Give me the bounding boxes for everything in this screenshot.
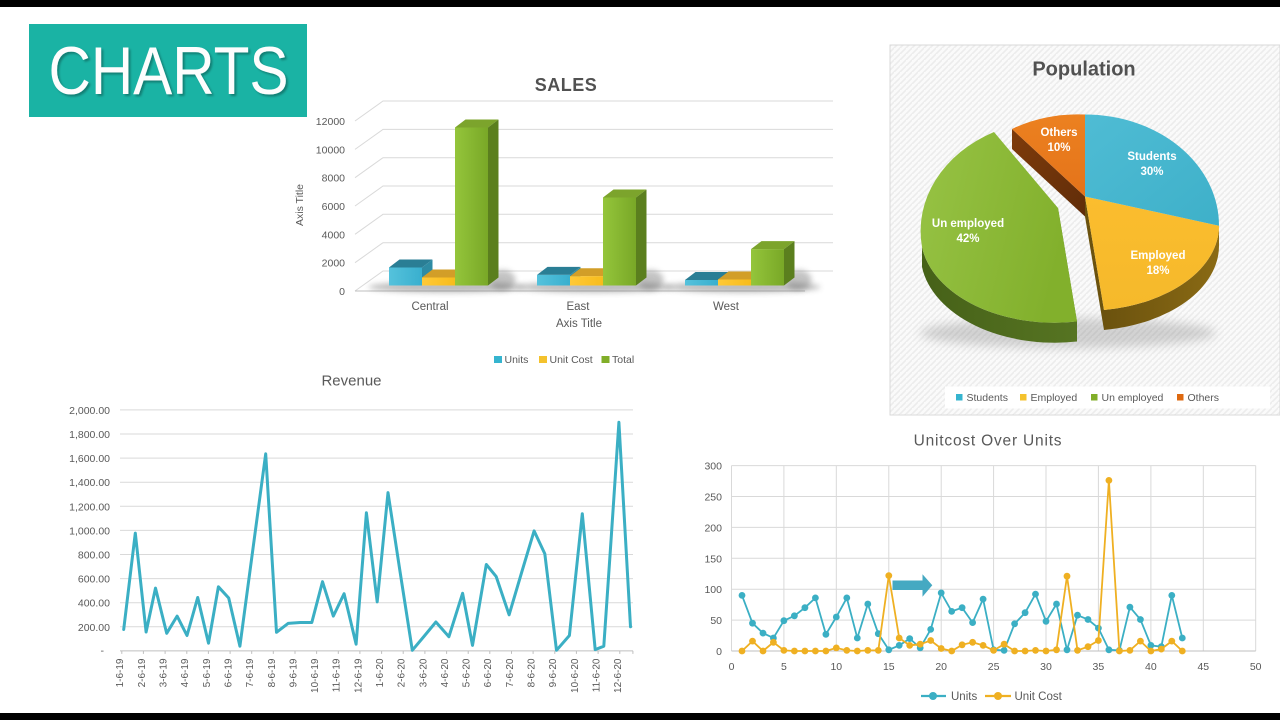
svg-text:Central: Central bbox=[411, 301, 448, 313]
svg-text:18%: 18% bbox=[1146, 265, 1169, 277]
svg-text:50: 50 bbox=[1250, 661, 1262, 673]
svg-text:600.00: 600.00 bbox=[78, 574, 110, 586]
svg-text:3-6-19: 3-6-19 bbox=[159, 658, 170, 687]
svg-text:1,400.00: 1,400.00 bbox=[69, 477, 110, 489]
svg-text:8-6-19: 8-6-19 bbox=[267, 658, 278, 687]
svg-text:Axis Title: Axis Title bbox=[294, 184, 306, 226]
svg-text:8000: 8000 bbox=[322, 173, 346, 185]
svg-text:1,000.00: 1,000.00 bbox=[69, 525, 110, 537]
svg-text:12000: 12000 bbox=[316, 116, 345, 128]
svg-text:1,200.00: 1,200.00 bbox=[69, 501, 110, 513]
svg-text:800.00: 800.00 bbox=[78, 550, 110, 562]
svg-text:11-6-20: 11-6-20 bbox=[592, 658, 603, 692]
svg-text:Others: Others bbox=[1188, 392, 1220, 404]
svg-text:150: 150 bbox=[704, 553, 722, 565]
svg-text:Students: Students bbox=[967, 392, 1008, 404]
svg-text:42%: 42% bbox=[956, 233, 979, 245]
svg-text:250: 250 bbox=[704, 492, 722, 504]
svg-text:35: 35 bbox=[1093, 661, 1105, 673]
svg-text:5: 5 bbox=[781, 661, 787, 673]
svg-text:15: 15 bbox=[883, 661, 895, 673]
svg-text:10-6-20: 10-6-20 bbox=[570, 658, 581, 693]
svg-text:30: 30 bbox=[1040, 661, 1052, 673]
svg-text:2,000.00: 2,000.00 bbox=[69, 405, 110, 417]
svg-text:12-6-19: 12-6-19 bbox=[353, 658, 364, 693]
svg-text:9-6-19: 9-6-19 bbox=[288, 658, 299, 687]
svg-text:4-6-20: 4-6-20 bbox=[440, 658, 451, 687]
svg-text:7-6-19: 7-6-19 bbox=[245, 658, 256, 687]
svg-text:11-6-19: 11-6-19 bbox=[332, 658, 343, 692]
svg-text:Un employed: Un employed bbox=[932, 218, 1004, 230]
svg-text:20: 20 bbox=[935, 661, 947, 673]
svg-text:Unitcost Over Units: Unitcost Over Units bbox=[914, 433, 1063, 450]
svg-text:6-6-19: 6-6-19 bbox=[223, 658, 234, 687]
svg-text:1,800.00: 1,800.00 bbox=[69, 429, 110, 441]
svg-text:2-6-19: 2-6-19 bbox=[137, 658, 148, 687]
svg-text:7-6-20: 7-6-20 bbox=[505, 658, 516, 687]
svg-text:2-6-20: 2-6-20 bbox=[397, 658, 408, 687]
svg-text:9-6-20: 9-6-20 bbox=[548, 658, 559, 687]
svg-text:Units: Units bbox=[505, 354, 529, 366]
svg-text:West: West bbox=[713, 301, 740, 313]
svg-text:Units: Units bbox=[951, 691, 977, 703]
svg-text:Employed: Employed bbox=[1131, 250, 1186, 262]
svg-text:2000: 2000 bbox=[322, 258, 346, 270]
svg-text:10-6-19: 10-6-19 bbox=[310, 658, 321, 693]
svg-text:200.00: 200.00 bbox=[78, 622, 110, 634]
svg-text:East: East bbox=[566, 301, 590, 313]
svg-text:0: 0 bbox=[716, 646, 722, 658]
svg-text:10%: 10% bbox=[1047, 142, 1070, 154]
svg-text:0: 0 bbox=[729, 661, 735, 673]
svg-text:200: 200 bbox=[704, 522, 722, 534]
svg-text:12-6-20: 12-6-20 bbox=[613, 658, 624, 693]
svg-text:Un employed: Un employed bbox=[1102, 392, 1164, 404]
svg-text:5-6-20: 5-6-20 bbox=[462, 658, 473, 687]
svg-text:Unit Cost: Unit Cost bbox=[550, 354, 593, 366]
svg-text:Axis Title: Axis Title bbox=[556, 318, 602, 330]
svg-text:3-6-20: 3-6-20 bbox=[418, 658, 429, 687]
svg-text:10: 10 bbox=[830, 661, 842, 673]
svg-text:25: 25 bbox=[988, 661, 1000, 673]
svg-text:100: 100 bbox=[704, 584, 722, 596]
svg-text:8-6-20: 8-6-20 bbox=[527, 658, 538, 687]
svg-text:40: 40 bbox=[1145, 661, 1157, 673]
svg-text:Others: Others bbox=[1040, 127, 1077, 139]
svg-text:4000: 4000 bbox=[322, 229, 346, 241]
svg-text:Employed: Employed bbox=[1031, 392, 1078, 404]
svg-text:Total: Total bbox=[612, 354, 634, 366]
svg-text:Unit Cost: Unit Cost bbox=[1015, 691, 1063, 703]
svg-text:5-6-19: 5-6-19 bbox=[202, 658, 213, 687]
svg-text:1,600.00: 1,600.00 bbox=[69, 453, 110, 465]
svg-text:1-6-19: 1-6-19 bbox=[115, 658, 126, 687]
svg-text:Students: Students bbox=[1127, 151, 1176, 163]
svg-text:Revenue: Revenue bbox=[321, 373, 381, 390]
svg-text:Population: Population bbox=[1032, 59, 1135, 81]
svg-text:1-6-20: 1-6-20 bbox=[375, 658, 386, 687]
svg-text:30%: 30% bbox=[1140, 166, 1163, 178]
svg-text:4-6-19: 4-6-19 bbox=[180, 658, 191, 687]
svg-text:0: 0 bbox=[339, 286, 345, 298]
svg-text:300: 300 bbox=[704, 461, 722, 473]
svg-text:400.00: 400.00 bbox=[78, 598, 110, 610]
svg-text:6-6-20: 6-6-20 bbox=[483, 658, 494, 687]
svg-text:50: 50 bbox=[710, 615, 722, 627]
svg-text:45: 45 bbox=[1197, 661, 1209, 673]
svg-text:-: - bbox=[101, 645, 105, 657]
svg-text:10000: 10000 bbox=[316, 144, 345, 156]
svg-text:CHARTS: CHARTS bbox=[49, 33, 289, 109]
svg-text:6000: 6000 bbox=[322, 201, 346, 213]
svg-text:SALES: SALES bbox=[535, 75, 598, 95]
